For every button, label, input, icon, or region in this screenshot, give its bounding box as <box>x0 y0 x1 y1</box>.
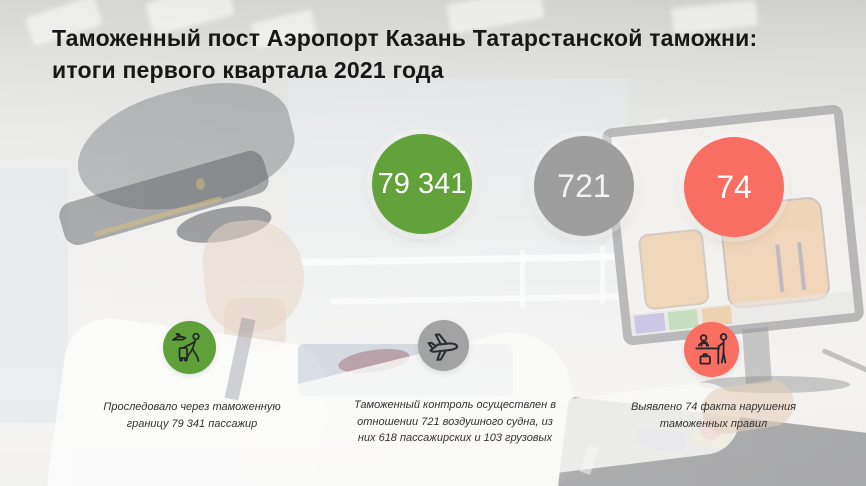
stat-caption-violations: Выявлено 74 факта нарушения таможенных п… <box>630 401 797 430</box>
stat-caption-aircraft: Таможенный контроль осуществлен в отноше… <box>353 399 557 444</box>
customs-inspection-icon <box>684 322 739 377</box>
stat-caption-passengers: Проследовало через таможенную границу 79… <box>103 401 281 430</box>
stat-circle-violations: 74 <box>684 137 784 237</box>
stat-circle-aircraft: 721 <box>534 136 634 236</box>
stat-value-passengers: 79 341 <box>377 167 467 200</box>
page-title-line2: итоги первого квартала 2021 года <box>52 57 444 84</box>
airplane-icon <box>418 320 469 371</box>
page-title: Таможенный пост Аэропорт Казань Татарста… <box>52 22 812 86</box>
stat-value-aircraft: 721 <box>557 167 611 204</box>
passenger-with-luggage-icon <box>163 321 216 374</box>
stat-value-violations: 74 <box>716 168 752 205</box>
page-title-line1: Таможенный пост Аэропорт Казань Татарста… <box>52 25 758 51</box>
stat-circle-passengers: 79 341 <box>372 134 472 234</box>
